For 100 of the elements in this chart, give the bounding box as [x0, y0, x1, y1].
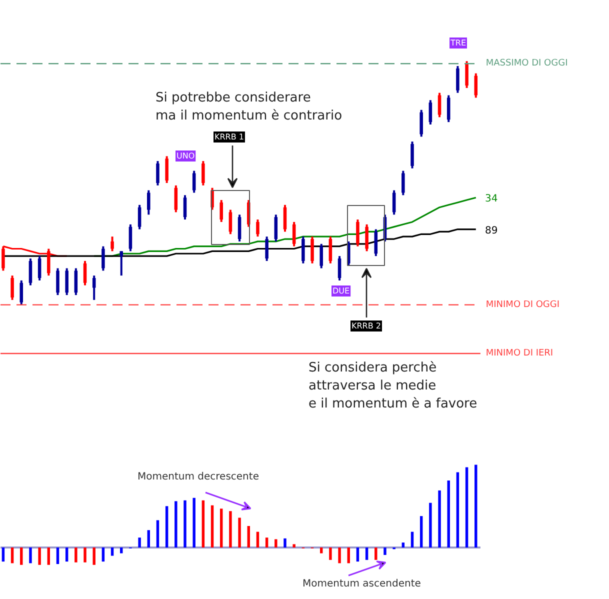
candlestick	[110, 236, 114, 252]
candlestick	[374, 228, 378, 258]
bar	[402, 542, 405, 548]
candlestick	[356, 218, 360, 248]
annotation: UNO	[176, 152, 195, 160]
candlestick	[120, 250, 124, 277]
candlestick	[156, 160, 160, 186]
bar	[156, 520, 160, 548]
candlestick	[83, 260, 87, 286]
candlestick	[56, 267, 60, 296]
bar	[65, 548, 68, 562]
candlestick	[410, 140, 414, 170]
candlestick	[302, 236, 305, 264]
bar	[247, 526, 250, 548]
bar	[292, 544, 296, 548]
bar	[110, 548, 114, 556]
candlestick	[292, 220, 296, 248]
bar	[365, 548, 368, 560]
candlestick	[65, 267, 68, 296]
candlestick	[474, 72, 478, 99]
bar	[265, 538, 268, 548]
candlestick	[256, 218, 260, 238]
annotation: Si potrebbe considerare ma il momentum è contrario	[156, 90, 342, 124]
text: TRE	[450, 38, 466, 48]
candlestick	[446, 94, 450, 124]
candlestick	[283, 204, 287, 233]
candlestick	[165, 155, 168, 184]
candlestick	[456, 65, 460, 94]
ref-line-label: MINIMO DI OGGI	[486, 300, 560, 310]
bar	[120, 548, 123, 554]
bar	[184, 500, 186, 548]
candlestick	[328, 236, 332, 264]
bar	[284, 538, 286, 548]
text: Momentum ascendente	[302, 578, 421, 590]
candlestick	[102, 245, 105, 272]
bar	[420, 516, 423, 548]
candlestick	[238, 214, 242, 242]
candlestick	[265, 236, 268, 262]
series-label: 89	[484, 225, 498, 236]
candlestick	[138, 204, 142, 230]
bar	[10, 548, 14, 564]
bar	[20, 548, 23, 565]
candlestick	[74, 267, 78, 296]
bar	[147, 530, 150, 548]
bar	[47, 548, 50, 565]
candlestick	[192, 170, 196, 194]
candlestick	[428, 99, 432, 126]
bar	[274, 539, 278, 548]
candlestick	[10, 274, 14, 301]
candlestick	[365, 223, 368, 252]
bar	[29, 548, 32, 564]
candlestick	[20, 279, 24, 306]
bar	[438, 490, 441, 548]
bar	[447, 480, 450, 548]
candlestick	[174, 184, 178, 214]
text: Si considera perchè attraversa le medie e il momentum è a favore	[308, 360, 478, 412]
bar	[92, 548, 96, 565]
bar	[238, 518, 241, 548]
candlestick	[310, 236, 314, 264]
bar	[102, 548, 105, 562]
bar	[210, 505, 214, 548]
bar	[174, 501, 178, 548]
ref-line-label: MINIMO DI IERI	[486, 348, 554, 359]
bar	[220, 508, 223, 548]
candlestick	[338, 255, 342, 282]
bar	[320, 548, 323, 554]
candlestick	[202, 160, 205, 186]
bar	[384, 548, 386, 555]
bar	[165, 506, 168, 548]
bar	[38, 548, 41, 565]
bar	[356, 548, 360, 562]
candlestick	[320, 242, 323, 270]
candlestick	[228, 208, 232, 236]
bar	[74, 548, 78, 562]
text: KRRB 2	[352, 322, 381, 330]
annotation: Momentum decrescente	[138, 472, 259, 482]
candlestick	[28, 258, 32, 286]
bar	[138, 538, 141, 548]
candlestick	[128, 223, 132, 252]
candlestick	[220, 199, 223, 223]
annotation: KRRB 1	[214, 132, 244, 142]
bar	[202, 500, 205, 548]
candlestick	[438, 92, 442, 118]
candlestick	[147, 189, 150, 216]
candlestick	[465, 60, 468, 89]
candlestick	[274, 214, 278, 242]
bar	[465, 467, 468, 548]
bar	[338, 548, 341, 564]
bar	[429, 502, 432, 548]
bar	[256, 532, 260, 548]
bar	[56, 548, 60, 564]
ref-line-label: MASSIMO DI OGGI	[486, 58, 568, 69]
candlestick	[183, 194, 187, 221]
series-label: 34	[484, 194, 498, 205]
candlestick	[402, 170, 405, 196]
candlestick	[392, 189, 396, 216]
bar	[229, 511, 232, 548]
bar	[474, 464, 478, 548]
bar	[456, 472, 460, 548]
candlestick	[420, 108, 423, 138]
